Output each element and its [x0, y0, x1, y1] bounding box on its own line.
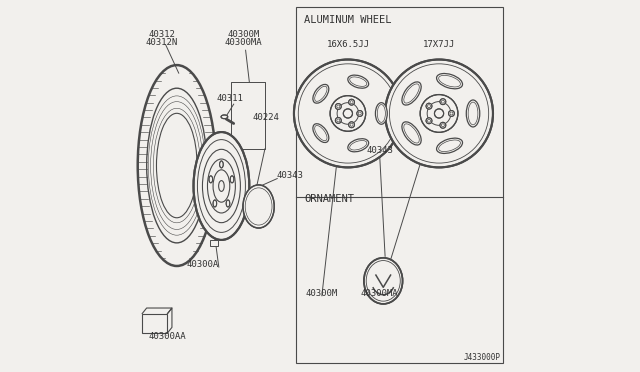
Ellipse shape	[438, 140, 460, 151]
Ellipse shape	[402, 122, 421, 145]
Circle shape	[294, 60, 402, 167]
Text: 16X6.5JJ: 16X6.5JJ	[326, 39, 369, 48]
Ellipse shape	[468, 102, 478, 125]
Text: 40311: 40311	[216, 94, 243, 103]
Ellipse shape	[349, 141, 367, 150]
Ellipse shape	[313, 124, 329, 142]
Ellipse shape	[348, 139, 369, 152]
Circle shape	[357, 110, 363, 116]
Circle shape	[426, 103, 432, 109]
Ellipse shape	[313, 84, 329, 103]
Ellipse shape	[438, 76, 460, 87]
Circle shape	[385, 60, 493, 167]
Circle shape	[349, 99, 355, 105]
Text: 40343: 40343	[276, 171, 303, 180]
Ellipse shape	[467, 100, 480, 127]
Ellipse shape	[213, 200, 217, 207]
Ellipse shape	[243, 185, 275, 228]
Ellipse shape	[378, 105, 385, 122]
Circle shape	[420, 94, 458, 132]
Circle shape	[335, 103, 341, 109]
Ellipse shape	[193, 132, 250, 240]
Ellipse shape	[404, 84, 419, 103]
Circle shape	[330, 96, 365, 131]
Text: 40300A: 40300A	[187, 260, 219, 269]
Text: ORNAMENT: ORNAMENT	[304, 193, 354, 203]
Text: ALUMINUM WHEEL: ALUMINUM WHEEL	[304, 15, 392, 25]
Text: 40312N: 40312N	[146, 38, 178, 46]
FancyBboxPatch shape	[142, 314, 168, 333]
Ellipse shape	[209, 176, 212, 183]
Text: 40312: 40312	[148, 30, 175, 39]
Ellipse shape	[364, 258, 403, 304]
Text: 40300MA: 40300MA	[225, 38, 262, 46]
FancyBboxPatch shape	[211, 240, 218, 246]
Ellipse shape	[349, 77, 367, 86]
Circle shape	[449, 110, 454, 116]
Ellipse shape	[376, 103, 387, 124]
Ellipse shape	[315, 86, 327, 102]
Text: 40224: 40224	[252, 113, 279, 122]
Circle shape	[349, 122, 355, 128]
Ellipse shape	[315, 125, 327, 141]
Ellipse shape	[436, 138, 463, 153]
Ellipse shape	[226, 200, 230, 207]
Circle shape	[440, 122, 446, 128]
Circle shape	[435, 109, 444, 118]
Text: 40300M: 40300M	[228, 30, 260, 39]
Text: 40343: 40343	[366, 145, 393, 154]
Ellipse shape	[220, 161, 223, 168]
Text: 17X7JJ: 17X7JJ	[423, 39, 455, 48]
Text: 40300M: 40300M	[306, 289, 338, 298]
Circle shape	[426, 118, 432, 124]
Ellipse shape	[404, 124, 419, 143]
Ellipse shape	[221, 115, 228, 119]
Text: 40300AA: 40300AA	[148, 331, 186, 340]
Circle shape	[343, 109, 353, 118]
Ellipse shape	[230, 176, 234, 183]
Circle shape	[335, 118, 341, 124]
Ellipse shape	[402, 82, 421, 105]
Text: 40300MA: 40300MA	[361, 289, 398, 298]
Ellipse shape	[436, 74, 463, 89]
Circle shape	[440, 99, 446, 105]
Text: J433000P: J433000P	[463, 353, 500, 362]
Ellipse shape	[348, 75, 369, 88]
